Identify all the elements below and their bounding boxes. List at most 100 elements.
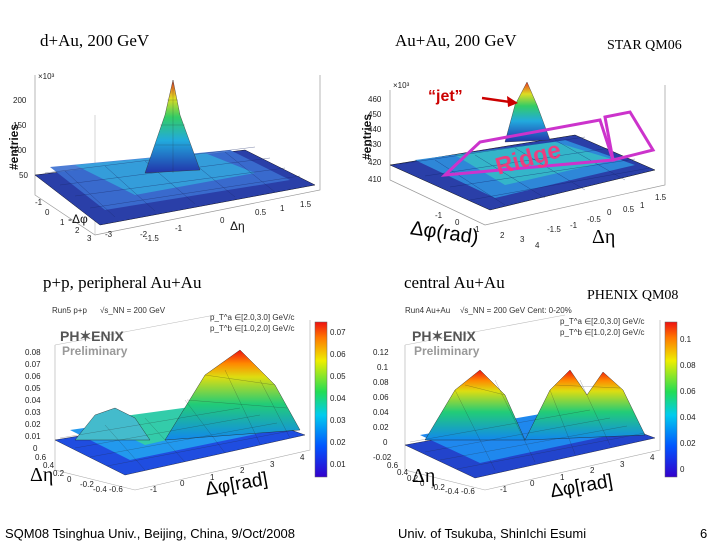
star-dau-surface: ×10³ 200 150 100 50 -1 0 1 2 3 -3 -2 -1 …	[7, 72, 321, 243]
dau-xphi-3: 2	[75, 226, 80, 235]
pp-eta-label: Δη	[30, 464, 54, 486]
pp-z-4: 0.04	[25, 396, 41, 405]
central-phi-1: 0	[530, 479, 535, 488]
auau-ylabel: #entries	[360, 114, 374, 160]
dau-ytick-2: 100	[13, 146, 27, 155]
central-run: Run4 Au+Au	[405, 306, 451, 315]
pp-cb-4: 0.03	[330, 416, 346, 425]
pp-z-0: 0.08	[25, 348, 41, 357]
star-deta-label: Δη	[592, 226, 616, 248]
pp-z-5: 0.03	[25, 408, 41, 417]
pp-phenix-logo: PH✶ENIX	[60, 328, 124, 344]
dau-ytick-1: 150	[13, 121, 27, 130]
central-cb-4: 0.02	[680, 439, 696, 448]
central-z-3: 0.06	[373, 393, 389, 402]
pp-colorbar	[314, 321, 328, 478]
auau-ytick-0: 460	[368, 95, 382, 104]
pp-eta-4: -0.2	[80, 480, 94, 489]
auau-ytick-5: 410	[368, 175, 382, 184]
auau-xphi-2: 2	[500, 231, 505, 240]
star-auau-surface: ×10³ 460 450 440 430 420 410 0 1 2 3 4 -…	[360, 81, 667, 250]
dau-xeta-3: 0	[220, 216, 225, 225]
central-z-2: 0.08	[373, 378, 389, 387]
auau-xeta-2: -0.5	[587, 215, 601, 224]
dau-xeta-1: -2	[140, 230, 148, 239]
central-z-6: 0	[383, 438, 388, 447]
dau-xeta-6: 1.5	[300, 200, 312, 209]
auau-ytick-2: 440	[368, 125, 382, 134]
pp-eta-3: 0	[67, 475, 72, 484]
title-dau: d+Au, 200 GeV	[40, 31, 150, 50]
auau-xeta-0: -1.5	[547, 225, 561, 234]
pp-cb-3: 0.04	[330, 394, 346, 403]
pp-phi-2: 1	[210, 473, 215, 482]
pp-z-1: 0.07	[25, 360, 41, 369]
auau-xphi-1: 1	[475, 225, 480, 234]
auau-xphi-4: 4	[535, 241, 540, 250]
page-number: 6	[700, 526, 708, 541]
phenix-pp-plot: 0.07 0.06 0.05 0.04 0.03 0.02 0.01 0.08 …	[15, 300, 355, 500]
pp-cb-6: 0.01	[330, 460, 346, 469]
dau-xphi-1: 0	[45, 208, 50, 217]
pp-phi-3: 2	[240, 466, 245, 475]
jet-arrow	[481, 96, 518, 107]
pp-cut-0: p_T^a ∈[2.0,3.0] GeV/c	[210, 313, 295, 322]
central-eta-3: 0	[420, 479, 425, 488]
dau-xphi-2: 1	[60, 218, 65, 227]
auau-xphi-0: 0	[455, 218, 460, 227]
pp-energy: √s_NN = 200 GeV	[100, 306, 166, 315]
auau-xeta-3: 0	[607, 208, 612, 217]
dau-xeta-4: 0.5	[255, 208, 267, 217]
pp-z-8: 0	[33, 444, 38, 453]
pp-z-2: 0.06	[25, 372, 41, 381]
dau-ytick-0: 200	[13, 96, 27, 105]
central-z-5: 0.02	[373, 423, 389, 432]
auau-xphi-5: -1	[435, 211, 443, 220]
pp-z-7: 0.01	[25, 432, 41, 441]
pp-cb-2: 0.05	[330, 372, 346, 381]
central-cb-0: 0.1	[680, 335, 692, 344]
pp-eta-6: -0.6	[109, 485, 123, 494]
central-cb-5: 0	[680, 465, 685, 474]
star-auau-plot: ×10³ 460 450 440 430 420 410 0 1 2 3 4 -…	[355, 60, 720, 260]
phenix-pp-surface: 0.07 0.06 0.05 0.04 0.03 0.02 0.01 0.08 …	[25, 314, 346, 494]
central-cut-0: p_T^a ∈[2.0,3.0] GeV/c	[560, 317, 645, 326]
auau-ytick-4: 420	[368, 158, 382, 167]
title-star: STAR QM06	[607, 38, 682, 53]
central-phi-5: 4	[650, 453, 655, 462]
pp-cb-1: 0.06	[330, 350, 346, 359]
title-pp-peripheral: p+p, peripheral Au+Au	[43, 273, 202, 292]
central-eta-label: Δη	[412, 465, 436, 487]
central-colorbar	[664, 321, 678, 478]
jet-label: “jet”	[428, 88, 463, 105]
pp-cb-5: 0.02	[330, 438, 346, 447]
ridge-box	[440, 118, 616, 177]
pp-preliminary: Preliminary	[62, 344, 128, 358]
pp-cut-1: p_T^b ∈[1.0,2.0] GeV/c	[210, 324, 295, 333]
phenix-central-surface: 0.1 0.08 0.06 0.04 0.02 0 0.12 0.1 0.08 …	[373, 314, 696, 496]
pp-phi-4: 3	[270, 460, 275, 469]
central-z-7: -0.02	[373, 453, 392, 462]
dau-ytick-3: 50	[19, 171, 28, 180]
dau-xlabel-eta: Δη	[230, 219, 245, 233]
central-phi-0: -1	[500, 485, 508, 494]
central-cb-1: 0.08	[680, 361, 696, 370]
central-eta-5: -0.4	[445, 487, 459, 496]
auau-xeta-6: 1.5	[655, 193, 667, 202]
central-z-1: 0.1	[377, 363, 389, 372]
footer-center: Univ. of Tsukuba, ShinIchi Esumi	[398, 526, 587, 541]
pp-run: Run5 p+p	[52, 306, 87, 315]
pp-phi-5: 4	[300, 453, 305, 462]
pp-eta-1: 0.4	[43, 461, 55, 470]
central-cb-2: 0.06	[680, 387, 696, 396]
pp-phi-0: -1	[150, 485, 158, 494]
central-eta-4: -0.2	[431, 483, 445, 492]
central-preliminary: Preliminary	[414, 344, 480, 358]
auau-exp: ×10³	[393, 81, 410, 90]
central-phi-4: 3	[620, 460, 625, 469]
dau-xeta-0: -3	[105, 230, 113, 239]
central-phenix-logo: PH✶ENIX	[412, 328, 476, 344]
auau-xeta-1: -1	[570, 221, 578, 230]
dau-xeta-5: 1	[280, 204, 285, 213]
auau-xeta-5: 1	[640, 201, 645, 210]
